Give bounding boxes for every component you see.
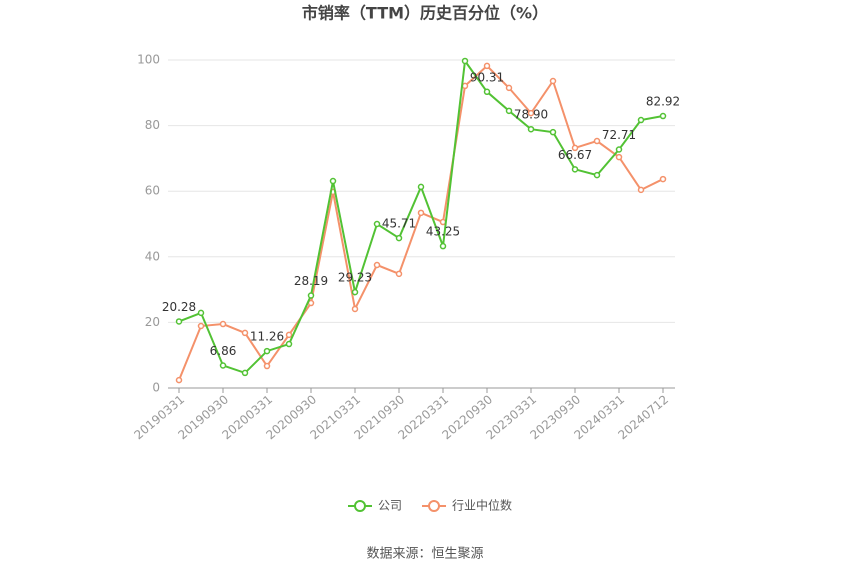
point: [549, 77, 557, 85]
data-label: 43.25: [426, 225, 460, 239]
point: [285, 331, 293, 339]
data-label: 28.19: [294, 274, 328, 288]
point: [483, 88, 491, 96]
y-tick-label: 60: [145, 184, 160, 198]
point: [527, 125, 535, 133]
data-label: 82.92: [646, 95, 680, 109]
point: [505, 107, 513, 115]
point: [549, 128, 557, 136]
point: [571, 144, 579, 152]
data-label: 11.26: [250, 330, 284, 344]
point: [505, 84, 513, 92]
point: [241, 369, 249, 377]
point: [197, 322, 205, 330]
data-label: 78.90: [514, 108, 548, 122]
point: [373, 220, 381, 228]
data-label: 6.86: [210, 344, 237, 358]
point: [615, 153, 623, 161]
point: [593, 171, 601, 179]
source: 数据来源：恒生聚源: [366, 547, 483, 562]
point: [461, 57, 469, 65]
point: [615, 146, 623, 153]
y-tick-label: 20: [145, 315, 160, 329]
point: [395, 234, 403, 242]
point: [395, 270, 403, 278]
legend-marker: [428, 500, 441, 512]
y-tick-label: 40: [145, 249, 160, 263]
legend-label: 公司: [378, 499, 402, 513]
point: [659, 112, 667, 120]
point: [175, 376, 183, 384]
point: [241, 329, 249, 337]
point: [197, 309, 205, 317]
point: [527, 109, 535, 117]
legend-marker: [354, 500, 366, 512]
point: [417, 209, 425, 217]
y-tick-label: 80: [145, 118, 160, 132]
data-label: 29.23: [338, 271, 372, 285]
data-label: 45.71: [382, 217, 416, 231]
data-label: 90.31: [470, 70, 504, 84]
point: [593, 137, 601, 145]
point: [659, 175, 667, 183]
point: [351, 288, 359, 296]
chart-title: 市销率（TTM）历史百分位（%）: [302, 4, 548, 23]
point: [263, 362, 271, 370]
point: [637, 116, 645, 124]
point: [263, 347, 271, 355]
data-label: 72.71: [602, 128, 636, 142]
point: [219, 362, 227, 369]
point: [285, 340, 293, 348]
data-label: 20.28: [162, 300, 196, 314]
series-line: [178, 58, 664, 375]
legend-label: 行业中位数: [452, 498, 512, 513]
point: [483, 62, 491, 70]
point: [373, 261, 381, 269]
point: [571, 166, 579, 173]
point: [439, 242, 447, 250]
y-tick-label: 0: [152, 381, 160, 395]
point: [329, 177, 337, 185]
y-tick-label: 100: [137, 53, 160, 67]
point: [351, 305, 359, 313]
point: [175, 318, 183, 325]
point: [637, 186, 645, 194]
point: [417, 183, 425, 191]
data-label: 66.67: [558, 148, 592, 162]
point: [219, 320, 227, 328]
point: [307, 292, 315, 299]
